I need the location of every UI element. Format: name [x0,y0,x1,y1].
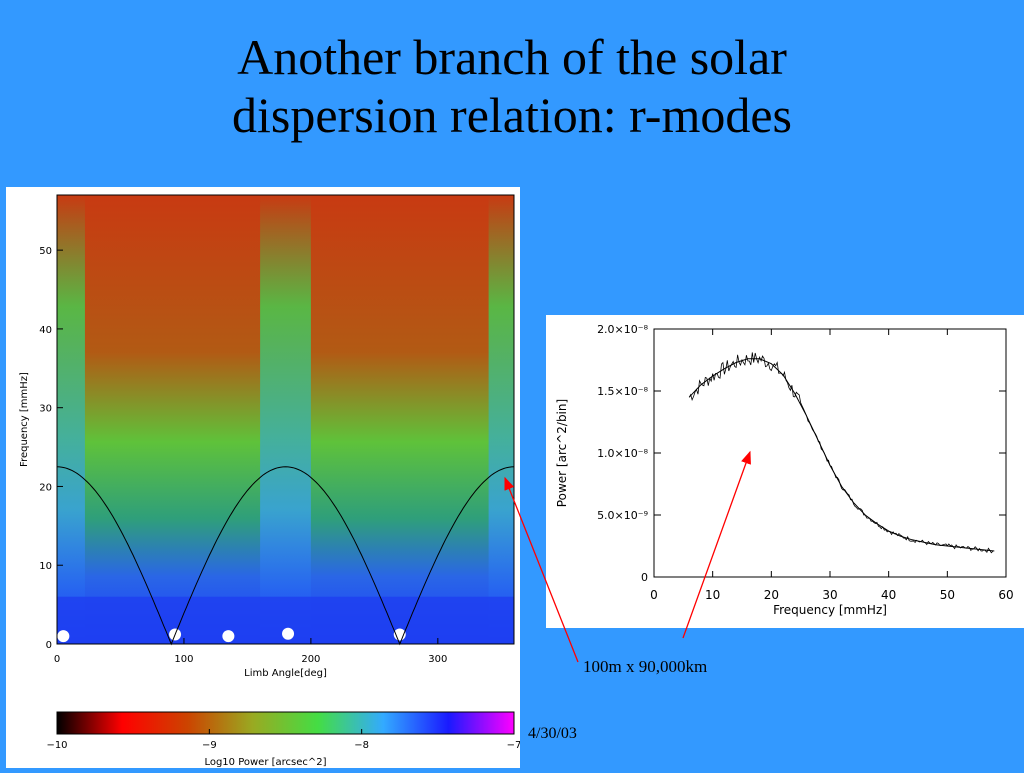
heatmap-lane [57,195,85,644]
colorbar-label: Log10 Power [arcsec^2] [204,757,326,768]
y-tick-label: 0 [641,571,648,584]
x-tick-label: 100 [174,654,193,665]
x-tick-label: 10 [705,588,720,602]
heatmap-frame [56,194,515,645]
x-tick-label: 0 [650,588,658,602]
y-tick-label: 50 [39,246,52,257]
y-tick-label: 1.0×10⁻⁸ [597,447,649,460]
heatmap-saturated-blob [282,627,295,640]
y-axis-label: Frequency [mmHz] [19,372,30,467]
heatmap-lane [488,195,514,644]
heatmap-saturated-blob [222,630,235,643]
spectrum-frame [653,328,1007,578]
spectrum-panel: 0 10 20 30 40 50 60 Frequency [mmHz] 0 5.0×10⁻⁹ 1.… [546,315,1024,628]
title-line-1: Another branch of the solar [237,29,787,85]
heatmap-lane [260,195,311,644]
y-tick-label: 1.5×10⁻⁸ [597,385,649,398]
heatmap-panel: 0 100 200 300 Limb Angle[deg] 0 10 20 30 40 50 Freq… [6,187,521,768]
x-axis-label: Limb Angle[deg] [244,668,327,679]
colorbar-tick-label: −10 [46,740,67,751]
annotation-label: 100m x 90,000km [583,657,708,676]
heatmap-saturated-blob [57,630,70,643]
colorbar [56,711,515,735]
heatmap-chart: 0 100 200 300 Limb Angle[deg] 0 10 20 30 40 50 Freq… [19,194,521,768]
x-tick-label: 200 [301,654,320,665]
x-tick-label: 40 [881,588,896,602]
colorbar-tick-label: −7 [507,740,520,751]
y-tick-label: 0 [46,640,52,651]
y-tick-label: 10 [39,561,52,572]
y-tick-label: 5.0×10⁻⁹ [597,509,648,522]
y-axis-label: Power [arc^2/bin] [555,399,569,507]
spectrum-data-line [688,352,994,554]
y-tick-label: 40 [39,325,52,336]
x-tick-label: 0 [54,654,60,665]
x-tick-label: 60 [998,588,1013,602]
spectrum-chart: 0 10 20 30 40 50 60 Frequency [mmHz] 0 5.0×10⁻⁹ 1.… [555,323,1014,617]
slide-date: 4/30/03 [528,725,577,742]
spectrum-fit-line [688,358,995,552]
x-tick-label: 20 [764,588,779,602]
dispersion-curve [56,466,515,646]
x-tick-label: 30 [822,588,837,602]
x-tick-label: 50 [940,588,955,602]
colorbar-tick-label: −8 [354,740,369,751]
title-line-2: dispersion relation: r-modes [232,87,792,143]
x-axis-label: Frequency [mmHz] [773,603,887,617]
slide-title: Another branch of the solar dispersion r… [0,28,1024,144]
y-tick-label: 2.0×10⁻⁸ [597,323,649,336]
x-tick-label: 300 [428,654,447,665]
y-tick-label: 20 [39,482,52,493]
colorbar-tick-label: −9 [202,740,217,751]
y-tick-label: 30 [39,404,52,415]
